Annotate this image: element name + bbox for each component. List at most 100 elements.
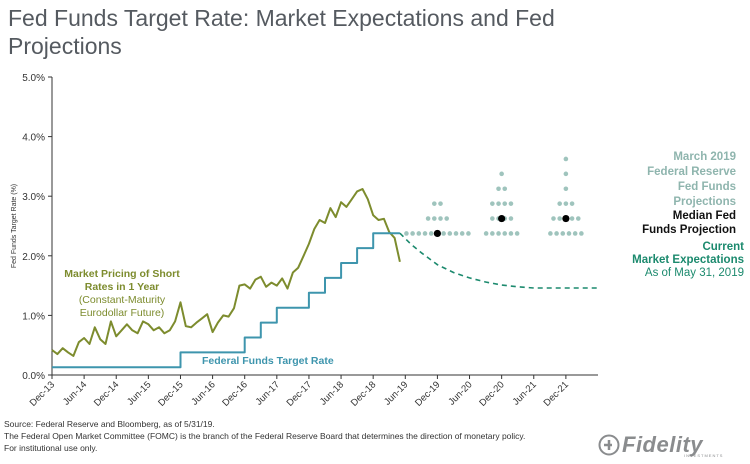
projection-dot <box>432 201 437 206</box>
y-axis-label: Fed Funds Target Rate (%) <box>11 184 18 268</box>
median-projection-dot <box>562 214 570 223</box>
projection-dot <box>466 231 471 236</box>
logo-subtext: INVESTMENTS <box>684 453 724 458</box>
projection-dot <box>499 171 504 177</box>
x-tick-label: Jun-18 <box>318 379 346 407</box>
projection-dot <box>563 171 569 177</box>
projection-dot <box>444 216 450 221</box>
projection-dot <box>563 186 569 192</box>
projection-dot <box>560 231 566 236</box>
projection-dot <box>438 216 443 221</box>
x-tick-label: Dec-18 <box>349 379 378 408</box>
projection-dot <box>428 231 434 236</box>
fidelity-logo: Fidelity INVESTMENTS <box>598 432 728 458</box>
projection-dot <box>508 201 514 206</box>
projection-dot <box>425 216 431 221</box>
projection-dot <box>447 231 453 236</box>
median-projection-dot <box>433 229 442 238</box>
footer-disclaimer: For institutional use only. <box>4 443 98 453</box>
projection-dot <box>422 231 428 236</box>
projection-dot <box>569 201 575 206</box>
x-tick-label: Jun-21 <box>511 379 539 407</box>
projection-dot <box>441 231 446 236</box>
projection-dot <box>563 201 569 206</box>
x-tick-label: Jun-16 <box>189 379 217 407</box>
projection-dot <box>557 216 562 221</box>
projection-dot <box>575 216 581 221</box>
projection-dot <box>490 201 495 206</box>
logo-wordmark: Fidelity <box>622 432 704 457</box>
x-tick-label: Dec-20 <box>477 379 506 408</box>
x-tick-label: Dec-19 <box>413 379 442 408</box>
projection-dot <box>496 201 501 206</box>
projection-dot <box>432 216 437 221</box>
projection-dot <box>438 201 443 206</box>
y-tick-label: 1.0% <box>22 311 45 322</box>
projection-dot <box>566 231 572 236</box>
x-tick-label: Dec-16 <box>220 379 249 408</box>
projection-dot <box>502 186 508 192</box>
projection-dot <box>502 201 508 206</box>
x-tick-label: Jun-14 <box>61 379 89 407</box>
median-annotation: Median Fed <box>673 210 736 222</box>
target-rate-line <box>52 232 400 369</box>
projection-dot <box>554 231 559 236</box>
market-pricing-annotation: Market Pricing of Short <box>64 268 180 280</box>
market-pricing-annotation: Eurodollar Future) <box>80 307 165 319</box>
expectations-annotation: As of May 31, 2019 <box>645 267 744 279</box>
projection-dot <box>496 231 501 236</box>
projection-dot <box>496 186 501 192</box>
footer: Source: Federal Reserve and Bloomberg, a… <box>4 418 564 454</box>
footer-note: The Federal Open Market Committee (FOMC)… <box>4 431 526 441</box>
projection-dot <box>548 231 553 236</box>
y-tick-label: 2.0% <box>22 252 45 263</box>
y-tick-label: 3.0% <box>22 192 45 203</box>
market-pricing-line <box>51 188 401 357</box>
projection-dot <box>404 231 409 236</box>
x-tick-label: Jun-20 <box>446 379 474 407</box>
x-tick-label: Dec-15 <box>156 379 185 408</box>
market-pricing-annotation: Rates in 1 Year <box>85 281 160 293</box>
x-tick-label: Dec-14 <box>92 379 121 408</box>
projection-dot <box>453 231 459 236</box>
x-tick-label: Dec-13 <box>28 379 57 408</box>
projection-dot <box>490 231 495 236</box>
projections-annotation: Federal Reserve <box>647 166 736 178</box>
x-tick-label: Jun-17 <box>254 379 282 407</box>
projection-dot <box>557 201 562 206</box>
chart-title: Fed Funds Target Rate: Market Expectatio… <box>8 5 555 59</box>
fidelity-logo-icon <box>598 434 620 456</box>
projection-dot <box>508 231 514 236</box>
projection-dot <box>416 231 422 236</box>
market-expectations-line <box>399 232 598 289</box>
y-tick-label: 4.0% <box>22 133 45 144</box>
projection-dot <box>490 216 495 221</box>
projection-dot <box>551 216 556 221</box>
market-pricing-annotation: (Constant-Maturity <box>79 294 166 306</box>
projections-annotation: March 2019 <box>673 151 736 163</box>
projection-dot <box>508 216 514 221</box>
projections-annotation: Fed Funds <box>678 181 736 193</box>
expectations-annotation: Market Expectations <box>632 254 744 266</box>
projection-dot <box>459 231 465 236</box>
median-projection-dot <box>498 214 506 223</box>
projection-dot <box>579 231 584 236</box>
y-tick-label: 5.0% <box>22 73 45 84</box>
x-tick-label: Dec-17 <box>285 379 314 408</box>
projection-dot <box>410 231 415 236</box>
y-tick-label: 0.0% <box>22 371 45 382</box>
projection-dot <box>502 231 508 236</box>
projection-dot <box>483 231 489 236</box>
x-tick-label: Jun-15 <box>125 379 153 407</box>
projection-dot <box>572 231 578 236</box>
x-tick-label: Dec-21 <box>542 379 571 408</box>
projections-annotation: Projections <box>673 196 736 208</box>
projection-dot <box>563 156 569 162</box>
median-annotation: Funds Projection <box>642 224 736 236</box>
footer-source: Source: Federal Reserve and Bloomberg, a… <box>4 419 215 429</box>
expectations-annotation: Current <box>702 241 744 253</box>
projection-dot <box>514 231 520 236</box>
x-tick-label: Jun-19 <box>382 379 410 407</box>
target-rate-annotation: Federal Funds Target Rate <box>202 355 334 367</box>
